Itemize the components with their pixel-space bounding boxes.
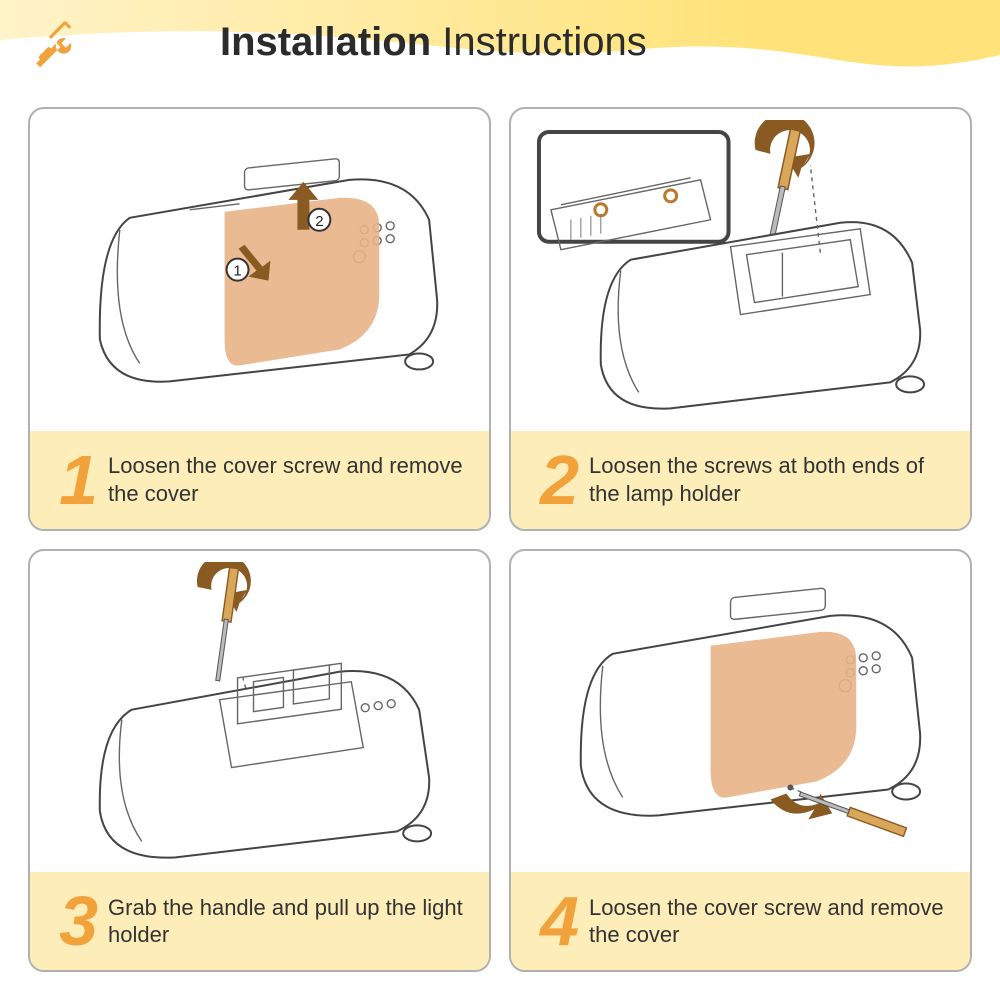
step-card-1: 1 2 1 Loosen the cover screw and remove … <box>28 107 491 531</box>
svg-text:2: 2 <box>315 213 323 230</box>
tools-icon <box>30 18 80 68</box>
step-text-3: Grab the handle and pull up the light ho… <box>108 894 471 949</box>
caption-2: 2 Loosen the screws at both ends of the … <box>511 431 970 529</box>
step-number-1: 1 <box>42 445 94 515</box>
caption-1: 1 Loosen the cover screw and remove the … <box>30 431 489 529</box>
step-illustration-3 <box>30 551 489 873</box>
step-illustration-2 <box>511 109 970 431</box>
step-illustration-4 <box>511 551 970 873</box>
step-card-2: 2 Loosen the screws at both ends of the … <box>509 107 972 531</box>
header: Installation Instructions <box>0 0 1000 85</box>
step-text-2: Loosen the screws at both ends of the la… <box>589 452 952 507</box>
svg-text:1: 1 <box>233 263 241 280</box>
step-card-4: 4 Loosen the cover screw and remove the … <box>509 549 972 973</box>
step-illustration-1: 1 2 <box>30 109 489 431</box>
step-text-4: Loosen the cover screw and remove the co… <box>589 894 952 949</box>
step-number-2: 2 <box>523 445 575 515</box>
step-number-4: 4 <box>523 886 575 956</box>
step-card-3: 3 Grab the handle and pull up the light … <box>28 549 491 973</box>
steps-grid: 1 2 1 Loosen the cover screw and remove … <box>0 85 1000 1000</box>
title-light: Instructions <box>431 20 647 64</box>
step-number-3: 3 <box>42 886 94 956</box>
title-bold: Installation <box>220 20 431 64</box>
page-title: Installation Instructions <box>220 20 647 65</box>
caption-3: 3 Grab the handle and pull up the light … <box>30 872 489 970</box>
step-text-1: Loosen the cover screw and remove the co… <box>108 452 471 507</box>
caption-4: 4 Loosen the cover screw and remove the … <box>511 872 970 970</box>
